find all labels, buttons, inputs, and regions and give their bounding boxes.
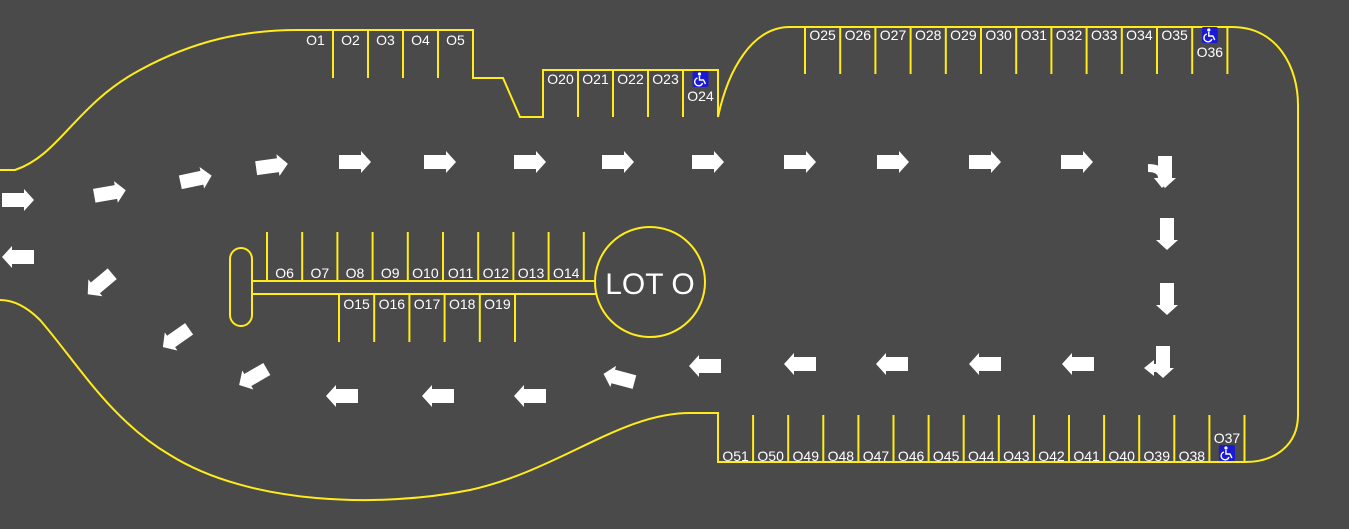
direction-arrow-icon (1061, 151, 1093, 173)
stall-label: O6 (275, 265, 294, 281)
direction-arrow-icon (424, 151, 456, 173)
direction-arrow-icon (255, 154, 288, 177)
stall-label: O27 (880, 27, 907, 43)
stall-label: O43 (1003, 448, 1030, 464)
stall-label: O39 (1144, 448, 1171, 464)
stall-label: O8 (346, 265, 365, 281)
stall-label: O46 (898, 448, 925, 464)
stall-label: O28 (915, 27, 942, 43)
stall-label: O51 (722, 448, 749, 464)
direction-arrow-icon (969, 353, 1001, 375)
direction-arrow-icon (339, 151, 371, 173)
stall-label: O45 (933, 448, 960, 464)
stall-label: O15 (343, 296, 370, 312)
stall-label: O4 (411, 32, 430, 48)
direction-arrow-icon (969, 151, 1001, 173)
stall-label: O42 (1038, 448, 1065, 464)
stall-label: O37 (1214, 430, 1241, 446)
stall-label: O11 (448, 265, 474, 281)
traffic-arrows (2, 151, 1178, 407)
direction-arrow-icon (602, 151, 634, 173)
stall-label: O14 (553, 265, 580, 281)
direction-arrow-icon (162, 323, 194, 351)
turn-arrow-icon (1144, 348, 1166, 376)
stall-label: O36 (1197, 44, 1224, 60)
stall-label: O9 (381, 265, 400, 281)
parking-stalls: O1 O2 O3 O4 O5 O20 O21 O22 O23 O24 O25 O26 O27 O28 O29… (266, 27, 1246, 464)
stall-label: O10 (412, 265, 439, 281)
stall-label: O20 (547, 71, 574, 87)
direction-arrow-icon (2, 189, 34, 211)
stall-label: O21 (582, 71, 609, 87)
stall-label: O44 (968, 448, 995, 464)
stall-label: O3 (376, 32, 395, 48)
lot-title-circle (594, 226, 706, 338)
stall-label: O12 (483, 265, 510, 281)
stall-label: O16 (379, 296, 406, 312)
stall-label: O48 (828, 448, 855, 464)
stall-label: O40 (1108, 448, 1135, 464)
wheelchair-icon (692, 71, 709, 87)
stall-label: O34 (1126, 27, 1153, 43)
stall-label: O26 (845, 27, 872, 43)
direction-arrow-icon (784, 151, 816, 173)
stall-label: O32 (1056, 27, 1083, 43)
wheelchair-icon (1201, 27, 1218, 43)
stall-label: O5 (446, 32, 465, 48)
stall-label: O50 (757, 448, 784, 464)
stall-label: O29 (950, 27, 977, 43)
stall-label: O23 (652, 71, 679, 87)
stall-label: O17 (414, 296, 441, 312)
wheelchair-icon (1218, 445, 1235, 461)
stall-label: O22 (617, 71, 644, 87)
direction-arrow-icon (514, 151, 546, 173)
stall-label: O33 (1091, 27, 1118, 43)
stall-label: O41 (1073, 448, 1100, 464)
direction-arrow-icon (784, 353, 816, 375)
turn-arrow-icon (1148, 164, 1170, 188)
direction-arrow-icon (1156, 218, 1178, 250)
direction-arrow-icon (689, 355, 721, 377)
direction-arrow-icon (876, 353, 908, 375)
direction-arrow-icon (87, 268, 117, 297)
stall-label: O7 (310, 265, 329, 281)
stall-label: O13 (518, 265, 545, 281)
stall-label: O47 (863, 448, 890, 464)
lot-boundary (0, 26, 1299, 502)
direction-arrow-icon (239, 362, 271, 390)
direction-arrow-icon (93, 181, 126, 203)
direction-arrow-icon (603, 365, 637, 389)
stall-label: O1 (306, 32, 325, 48)
stall-label: O24 (687, 88, 714, 104)
direction-arrow-icon (692, 151, 724, 173)
stall-label: O30 (985, 27, 1012, 43)
direction-arrow-icon (1062, 353, 1094, 375)
stall-label: O31 (1021, 27, 1048, 43)
stall-label: O35 (1161, 27, 1188, 43)
direction-arrow-icon (422, 385, 454, 407)
direction-arrow-icon (178, 166, 212, 190)
stall-label: O18 (449, 296, 476, 312)
direction-arrow-icon (1156, 283, 1178, 315)
direction-arrow-icon (877, 151, 909, 173)
stall-label: O25 (809, 27, 836, 43)
stall-label: O38 (1179, 448, 1206, 464)
direction-arrow-icon (514, 385, 546, 407)
stall-label: O49 (793, 448, 820, 464)
stall-label: O2 (341, 32, 360, 48)
lot-title: LOT O (605, 268, 694, 301)
direction-arrow-icon (326, 385, 358, 407)
stall-label: O19 (484, 296, 511, 312)
direction-arrow-icon (2, 246, 34, 268)
